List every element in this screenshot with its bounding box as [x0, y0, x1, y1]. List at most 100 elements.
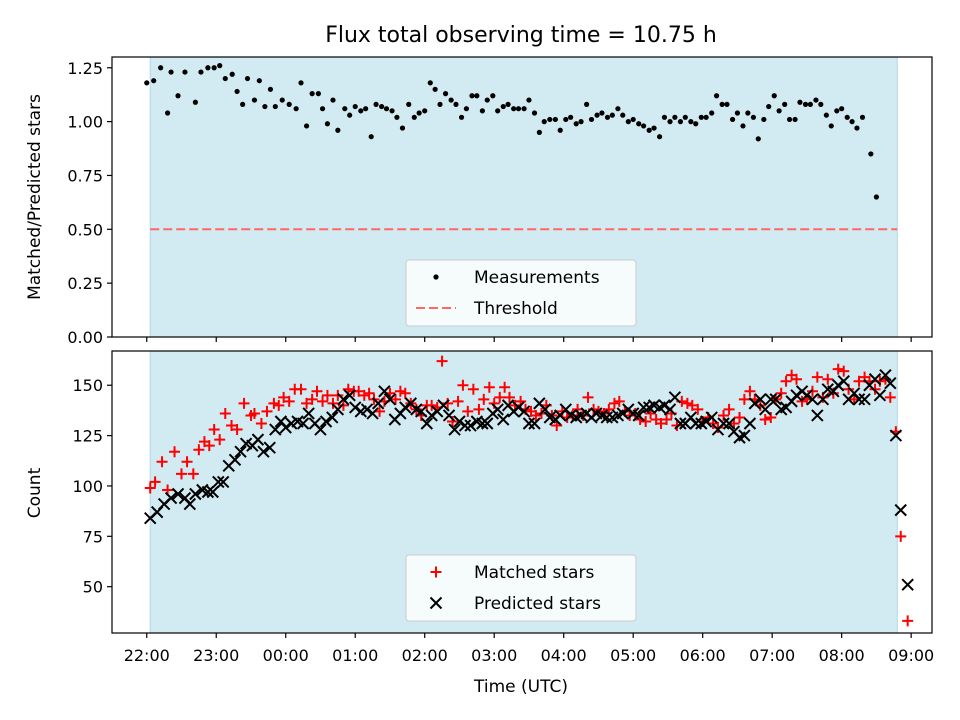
bottom-series-0-point-108	[723, 403, 735, 415]
bottom-series-1-point-4	[171, 487, 185, 501]
top-series-0-point-129	[844, 114, 850, 120]
bottom-series-0-point-22	[273, 399, 285, 411]
bottom-series-0-point-121	[790, 373, 802, 385]
bottom-x-tick-label-1: 23:00	[193, 646, 239, 665]
bottom-series-0-point-60	[473, 403, 485, 415]
top-series-0-point-48	[422, 108, 428, 114]
bottom-series-1-point-3	[164, 491, 178, 505]
bottom-series-1-point-109	[743, 417, 757, 430]
bottom-series-1-point-30	[319, 415, 333, 428]
bottom-series-0-point-21	[268, 397, 280, 409]
bottom-series-1-point-6	[183, 497, 197, 511]
top-series-0-point-32	[335, 127, 341, 133]
top-series-0-point-94	[661, 114, 668, 120]
bottom-series-0-point-124	[806, 385, 818, 397]
top-series-0-point-23	[286, 101, 292, 107]
bottom-series-1-point-67	[522, 417, 536, 430]
top-series-0-point-27	[309, 91, 315, 97]
top-series-0-point-63	[500, 103, 506, 110]
bottom-axes-frame	[111, 350, 933, 634]
top-series-0-point-31	[330, 97, 336, 103]
bottom-series-1-point-40	[378, 385, 391, 398]
top-series-0-point-107	[729, 116, 736, 123]
top-series-0-point-47	[416, 110, 422, 116]
bottom-series-1-point-56	[464, 419, 477, 432]
bottom-series-0-point-11	[208, 424, 220, 436]
bottom-series-0-point-14	[226, 420, 238, 432]
bottom-series-0-point-64	[494, 391, 506, 403]
top-series-0-point-113	[761, 116, 767, 123]
bottom-series-0-point-7	[187, 468, 199, 480]
top-series-0-point-46	[411, 114, 417, 120]
bottom-series-0-point-110	[734, 411, 746, 423]
top-series-0-point-53	[448, 97, 454, 103]
bottom-series-0-point-13	[219, 407, 231, 419]
bottom-series-1-point-26	[296, 417, 310, 430]
bottom-x-tick-label-6: 04:00	[541, 646, 587, 665]
top-series-0-point-81	[594, 112, 600, 118]
bottom-series-1-point-121	[806, 393, 819, 406]
top-series-0-point-134	[873, 194, 880, 200]
bottom-series-0-point-96	[661, 413, 673, 425]
top-series-0-point-21	[272, 103, 278, 110]
top-series-0-point-88	[630, 116, 636, 123]
bottom-series-1-point-41	[383, 393, 397, 406]
bottom-series-0-point-102	[692, 403, 704, 415]
bottom-series-0-point-142	[902, 615, 914, 627]
top-series-0-point-0	[144, 80, 150, 86]
bottom-series-0-point-39	[363, 387, 375, 399]
top-series-0-point-6	[182, 69, 188, 75]
top-series-0-point-97	[677, 119, 684, 125]
top-series-0-point-15	[240, 101, 246, 107]
top-series-0-point-76	[568, 114, 574, 120]
top-series-0-point-117	[782, 101, 788, 107]
bottom-series-0-point-118	[775, 387, 787, 399]
top-series-0-point-43	[394, 114, 400, 120]
bottom-series-0-point-38	[358, 389, 370, 401]
bottom-series-1-point-113	[764, 393, 777, 406]
top-series-0-point-71	[541, 119, 547, 125]
bottom-series-1-point-131	[858, 393, 871, 406]
top-series-0-point-99	[688, 119, 694, 125]
top-series-0-point-29	[319, 106, 326, 112]
top-series-0-point-60	[484, 97, 490, 103]
top-y-tick-label-4: 1.00	[67, 113, 103, 132]
bottom-series-1-point-21	[269, 423, 282, 436]
bottom-x-tick-label-11: 09:00	[888, 646, 934, 665]
bottom-x-tick-label-3: 01:00	[332, 646, 378, 665]
bottom-series-1-point-51	[437, 399, 450, 412]
top-y-tick-label-2: 0.50	[67, 220, 103, 239]
top-plot-area: 0.00 0.25 0.50 0.75 1.00 1.25 Measurements Thre…	[67, 56, 933, 347]
top-series-0-point-58	[474, 93, 480, 99]
top-series-0-point-25	[298, 80, 304, 86]
top-series-0-point-127	[834, 108, 840, 114]
top-series-0-point-1	[151, 78, 157, 84]
bottom-legend: Matched stars Predicted stars	[405, 554, 637, 622]
top-series-0-point-104	[713, 93, 720, 99]
bottom-x-tick-label-8: 06:00	[680, 646, 726, 665]
bottom-y-tick-label-1: 75	[83, 527, 103, 546]
top-series-0-point-125	[823, 112, 829, 118]
top-series-0-point-119	[792, 116, 798, 123]
top-series-0-point-100	[693, 121, 699, 127]
bottom-series-1-point-61	[491, 403, 504, 416]
bottom-series-0-point-19	[255, 418, 267, 430]
top-series-0-point-78	[578, 119, 584, 125]
top-series-0-point-7	[192, 99, 198, 105]
top-series-0-point-56	[463, 106, 470, 112]
bottom-plot-area: 50 75 100 125 150 22:00 23:00 00:00 01:00 02:00 03…	[72, 350, 934, 665]
bottom-series-0-point-133	[853, 375, 865, 387]
bottom-series-1-point-27	[302, 407, 315, 420]
bottom-series-1-point-88	[632, 409, 645, 422]
top-series-0-point-72	[547, 116, 553, 123]
bottom-series-1-point-123	[816, 393, 830, 406]
bottom-series-0-point-87	[613, 395, 625, 407]
bottom-series-1-point-136	[884, 377, 897, 390]
bottom-series-0-point-33	[332, 389, 344, 401]
bottom-series-1-point-135	[879, 368, 892, 382]
bottom-series-0-point-57	[457, 379, 469, 391]
bottom-series-1-point-49	[425, 409, 438, 422]
top-series-0-point-105	[719, 101, 725, 107]
top-series-0-point-61	[490, 93, 496, 99]
bottom-series-1-point-101	[699, 415, 713, 428]
